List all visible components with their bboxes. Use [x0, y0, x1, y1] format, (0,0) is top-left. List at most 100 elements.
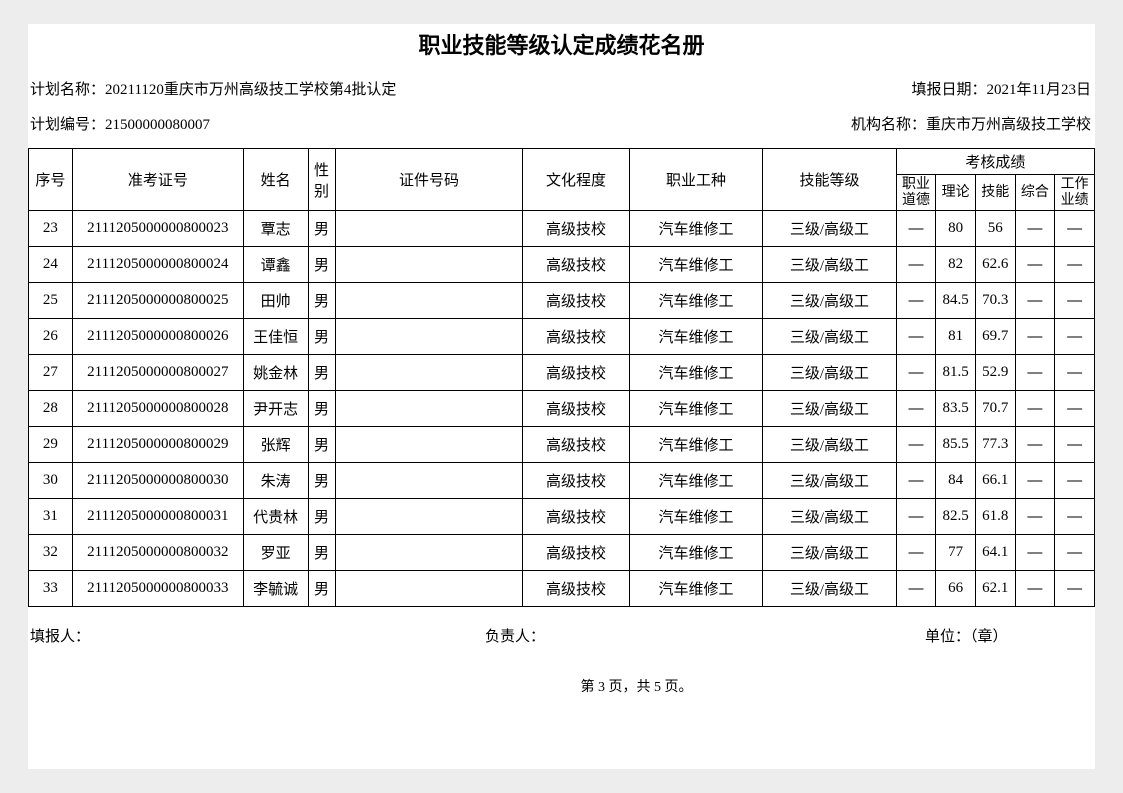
- cell-edu: 高级技校: [523, 463, 629, 499]
- cell-exam: 2111205000000800033: [72, 571, 243, 607]
- cell-ethics: —: [896, 283, 936, 319]
- cell-edu: 高级技校: [523, 211, 629, 247]
- cell-perf: —: [1055, 427, 1095, 463]
- cell-level: 三级/高级工: [763, 355, 897, 391]
- cell-seq: 30: [29, 463, 73, 499]
- table-row: 232111205000000800023覃志男高级技校汽车维修工三级/高级工—…: [29, 211, 1095, 247]
- cell-exam: 2111205000000800030: [72, 463, 243, 499]
- cell-perf: —: [1055, 283, 1095, 319]
- cell-composite: —: [1015, 571, 1055, 607]
- cell-composite: —: [1015, 427, 1055, 463]
- cell-theory: 84.5: [936, 283, 976, 319]
- cell-seq: 26: [29, 319, 73, 355]
- document-page: 职业技能等级认定成绩花名册 计划名称：20211120重庆市万州高级技工学校第4…: [28, 24, 1095, 769]
- table-row: 272111205000000800027姚金林男高级技校汽车维修工三级/高级工…: [29, 355, 1095, 391]
- cell-composite: —: [1015, 355, 1055, 391]
- cell-theory: 66: [936, 571, 976, 607]
- cell-level: 三级/高级工: [763, 427, 897, 463]
- col-exam-header: 准考证号: [72, 149, 243, 211]
- cell-exam: 2111205000000800031: [72, 499, 243, 535]
- cell-level: 三级/高级工: [763, 247, 897, 283]
- plan-name: 计划名称：20211120重庆市万州高级技工学校第4批认定: [30, 78, 396, 99]
- cell-cert: [335, 319, 523, 355]
- cell-sex: 男: [308, 247, 335, 283]
- cell-cert: [335, 463, 523, 499]
- cell-skill: 77.3: [975, 427, 1015, 463]
- table-row: 252111205000000800025田帅男高级技校汽车维修工三级/高级工—…: [29, 283, 1095, 319]
- cell-skill: 62.6: [975, 247, 1015, 283]
- cell-composite: —: [1015, 463, 1055, 499]
- cell-seq: 27: [29, 355, 73, 391]
- meta-row-1: 计划名称：20211120重庆市万州高级技工学校第4批认定 填报日期：2021年…: [28, 78, 1095, 99]
- cell-seq: 24: [29, 247, 73, 283]
- cell-exam: 2111205000000800028: [72, 391, 243, 427]
- cell-job: 汽车维修工: [629, 391, 763, 427]
- cell-job: 汽车维修工: [629, 463, 763, 499]
- cell-skill: 64.1: [975, 535, 1015, 571]
- page-title: 职业技能等级认定成绩花名册: [28, 24, 1095, 78]
- cell-theory: 77: [936, 535, 976, 571]
- cell-job: 汽车维修工: [629, 247, 763, 283]
- cell-job: 汽车维修工: [629, 571, 763, 607]
- scores-table: 序号 准考证号 姓名 性别 证件号码 文化程度 职业工种 技能等级 考核成绩 职…: [28, 148, 1095, 607]
- cell-composite: —: [1015, 319, 1055, 355]
- cell-job: 汽车维修工: [629, 319, 763, 355]
- cell-skill: 69.7: [975, 319, 1015, 355]
- cell-name: 朱涛: [243, 463, 308, 499]
- cell-skill: 70.3: [975, 283, 1015, 319]
- cell-name: 覃志: [243, 211, 308, 247]
- cell-composite: —: [1015, 211, 1055, 247]
- cell-composite: —: [1015, 247, 1055, 283]
- cell-job: 汽车维修工: [629, 211, 763, 247]
- report-date-label: 填报日期：: [912, 82, 987, 98]
- cell-seq: 33: [29, 571, 73, 607]
- cell-seq: 32: [29, 535, 73, 571]
- cell-level: 三级/高级工: [763, 211, 897, 247]
- table-row: 322111205000000800032罗亚男高级技校汽车维修工三级/高级工—…: [29, 535, 1095, 571]
- table-row: 242111205000000800024谭鑫男高级技校汽车维修工三级/高级工—…: [29, 247, 1095, 283]
- cell-edu: 高级技校: [523, 571, 629, 607]
- col-cert-header: 证件号码: [335, 149, 523, 211]
- cell-name: 尹开志: [243, 391, 308, 427]
- cell-name: 田帅: [243, 283, 308, 319]
- cell-job: 汽车维修工: [629, 355, 763, 391]
- cell-exam: 2111205000000800032: [72, 535, 243, 571]
- cell-seq: 25: [29, 283, 73, 319]
- cell-level: 三级/高级工: [763, 391, 897, 427]
- cell-perf: —: [1055, 499, 1095, 535]
- cell-ethics: —: [896, 499, 936, 535]
- cell-edu: 高级技校: [523, 499, 629, 535]
- cell-job: 汽车维修工: [629, 427, 763, 463]
- cell-seq: 28: [29, 391, 73, 427]
- page-number: 第 3 页，共 5 页。: [28, 676, 1095, 696]
- col-workperf-header: 工作业绩: [1055, 175, 1095, 211]
- cell-sex: 男: [308, 211, 335, 247]
- cell-ethics: —: [896, 427, 936, 463]
- cell-theory: 82.5: [936, 499, 976, 535]
- col-edu-header: 文化程度: [523, 149, 629, 211]
- plan-name-label: 计划名称：: [30, 82, 105, 98]
- cell-job: 汽车维修工: [629, 499, 763, 535]
- cell-cert: [335, 247, 523, 283]
- cell-name: 谭鑫: [243, 247, 308, 283]
- cell-edu: 高级技校: [523, 535, 629, 571]
- cell-perf: —: [1055, 571, 1095, 607]
- cell-sex: 男: [308, 427, 335, 463]
- col-skill-header: 技能: [975, 175, 1015, 211]
- cell-perf: —: [1055, 247, 1095, 283]
- cell-cert: [335, 283, 523, 319]
- cell-level: 三级/高级工: [763, 283, 897, 319]
- cell-edu: 高级技校: [523, 427, 629, 463]
- cell-perf: —: [1055, 463, 1095, 499]
- cell-theory: 81: [936, 319, 976, 355]
- cell-name: 罗亚: [243, 535, 308, 571]
- cell-sex: 男: [308, 499, 335, 535]
- table-row: 292111205000000800029张辉男高级技校汽车维修工三级/高级工—…: [29, 427, 1095, 463]
- cell-perf: —: [1055, 319, 1095, 355]
- cell-theory: 83.5: [936, 391, 976, 427]
- plan-code-label: 计划编号：: [30, 117, 105, 133]
- table-row: 282111205000000800028尹开志男高级技校汽车维修工三级/高级工…: [29, 391, 1095, 427]
- plan-code: 计划编号：21500000080007: [30, 113, 210, 134]
- cell-cert: [335, 535, 523, 571]
- cell-composite: —: [1015, 535, 1055, 571]
